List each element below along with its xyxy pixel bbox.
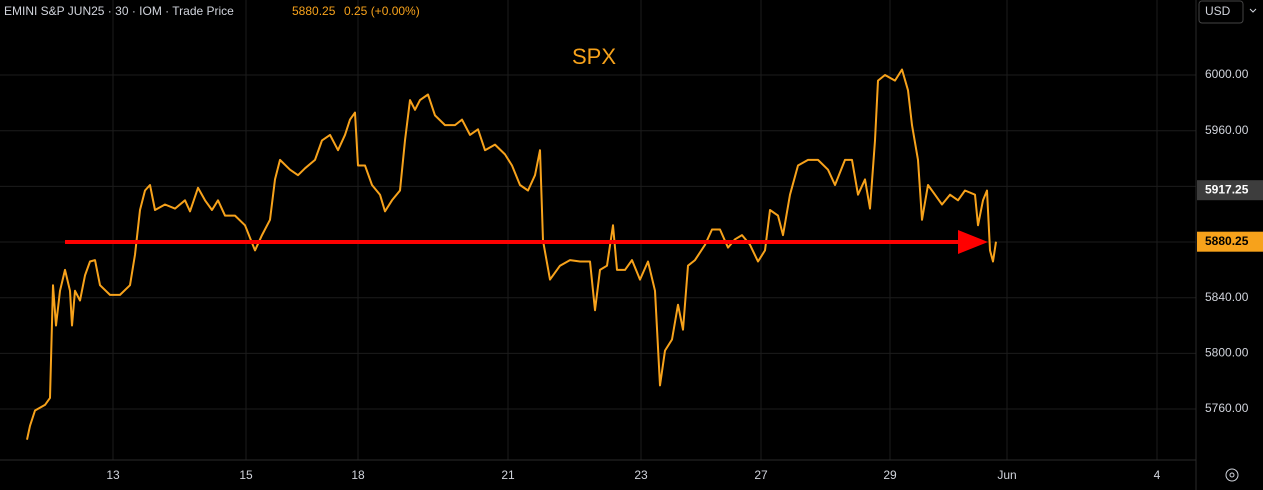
- price-line: [26, 68, 997, 440]
- dropdown-icon[interactable]: [1249, 8, 1257, 13]
- arrow-head: [958, 230, 988, 255]
- settings-core[interactable]: [1229, 472, 1235, 478]
- last-price: 5880.25: [292, 4, 336, 18]
- price-tag: [1197, 180, 1263, 201]
- chart-title: SPX: [572, 44, 616, 69]
- settings-ring[interactable]: [1225, 468, 1239, 482]
- price-tag: [1197, 231, 1263, 252]
- y-tick-label: 5840.00: [1205, 290, 1249, 304]
- x-tick-label: 18: [351, 468, 365, 482]
- x-tick-label: 23: [634, 468, 648, 482]
- x-tick-label: 21: [501, 468, 515, 482]
- x-tick-label: 15: [239, 468, 253, 482]
- grid: [0, 0, 1196, 460]
- y-tick-label: 5800.00: [1205, 346, 1249, 360]
- x-tick-label: 13: [106, 468, 120, 482]
- price-tag-label: 5880.25: [1205, 234, 1249, 248]
- currency[interactable]: USD: [1205, 4, 1231, 18]
- y-tick-label: 5960.00: [1205, 123, 1249, 137]
- currency-button[interactable]: [1198, 0, 1244, 24]
- settings-icon[interactable]: [1225, 468, 1239, 482]
- symbol: EMINI S&P JUN25 · 30 · IOM · Trade Price: [4, 4, 234, 18]
- y-tick-label: 6000.00: [1205, 67, 1249, 81]
- x-tick-label: 27: [754, 468, 768, 482]
- y-tick-label: 5760.00: [1205, 401, 1249, 415]
- x-tick-label: 29: [883, 468, 897, 482]
- price-change: 0.25 (+0.00%): [344, 4, 420, 18]
- x-tick-label: 4: [1154, 468, 1161, 482]
- price-tag-label: 5917.25: [1205, 182, 1249, 196]
- x-tick-label: Jun: [997, 468, 1016, 482]
